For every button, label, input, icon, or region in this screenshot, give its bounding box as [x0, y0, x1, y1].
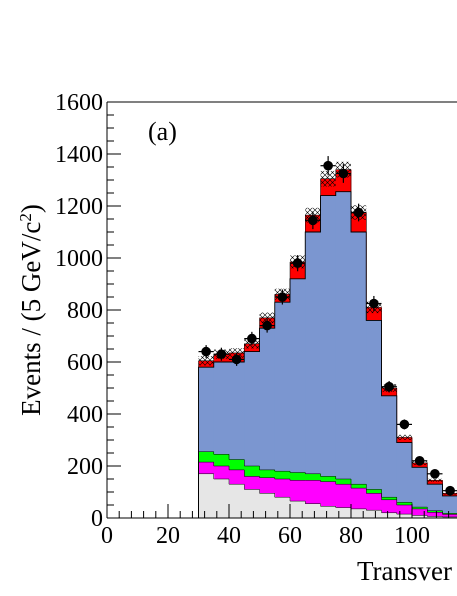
stacked-backgrounds — [199, 170, 457, 518]
data-point — [232, 355, 242, 365]
data-point — [247, 334, 257, 344]
data-point — [369, 299, 379, 309]
data-point — [384, 382, 394, 392]
y-tick-label: 1400 — [55, 142, 103, 168]
stack-bar — [366, 510, 382, 518]
x-tick-label: 60 — [278, 523, 302, 549]
y-tick-label: 400 — [67, 402, 103, 428]
x-tick-label: 20 — [156, 523, 180, 549]
x-axis-label: Transver — [357, 556, 452, 586]
stack-bar — [260, 493, 276, 518]
data-point — [201, 347, 211, 357]
data-point — [217, 349, 227, 359]
y-axis-label-close: ) — [16, 204, 46, 213]
stack-bar — [199, 474, 215, 518]
stack-bar — [351, 509, 367, 518]
stack-bar — [336, 508, 352, 518]
panel-label: (a) — [148, 117, 177, 146]
data-point — [445, 486, 455, 496]
y-tick-label: 1200 — [55, 194, 103, 220]
stack-bar — [305, 504, 321, 518]
x-tick-label: 80 — [339, 523, 363, 549]
stack-bar — [397, 514, 413, 518]
stack-bar — [244, 489, 260, 518]
stack-bar — [351, 232, 367, 518]
x-tick-label: 100 — [394, 523, 430, 549]
stack-bar — [321, 506, 337, 518]
y-tick-label: 800 — [67, 298, 103, 324]
stack-bar — [336, 192, 352, 518]
uncertainty-band — [427, 479, 442, 482]
data-point — [308, 216, 318, 226]
data-point — [293, 258, 303, 268]
x-tick-label: 40 — [217, 523, 241, 549]
y-tick-label: 1000 — [55, 246, 103, 272]
stack-bar — [229, 484, 245, 518]
y-tick-label: 200 — [67, 454, 103, 480]
y-tick-label: 1600 — [55, 90, 103, 116]
y-axis-label-sup: 2 — [16, 213, 35, 222]
stack-bar — [214, 479, 230, 518]
x-tick-label: 0 — [101, 523, 113, 549]
uncertainty-band — [397, 435, 412, 440]
data-point — [400, 420, 410, 430]
data-point — [339, 169, 349, 179]
stack-bar — [290, 501, 306, 518]
stack-bar — [382, 513, 398, 518]
data-point — [415, 456, 425, 466]
y-axis-label-main: Events / (5 GeV/c — [16, 222, 46, 416]
stack-bar — [275, 497, 291, 518]
data-point — [323, 161, 333, 171]
stack-bar — [321, 196, 337, 518]
stack-bar — [366, 320, 382, 518]
y-tick-label: 600 — [67, 350, 103, 376]
data-point — [262, 321, 272, 331]
y-axis-label: Events / (5 GeV/c2) — [16, 204, 47, 416]
data-point — [278, 292, 288, 302]
data-point — [430, 469, 440, 479]
data-point — [354, 208, 364, 218]
